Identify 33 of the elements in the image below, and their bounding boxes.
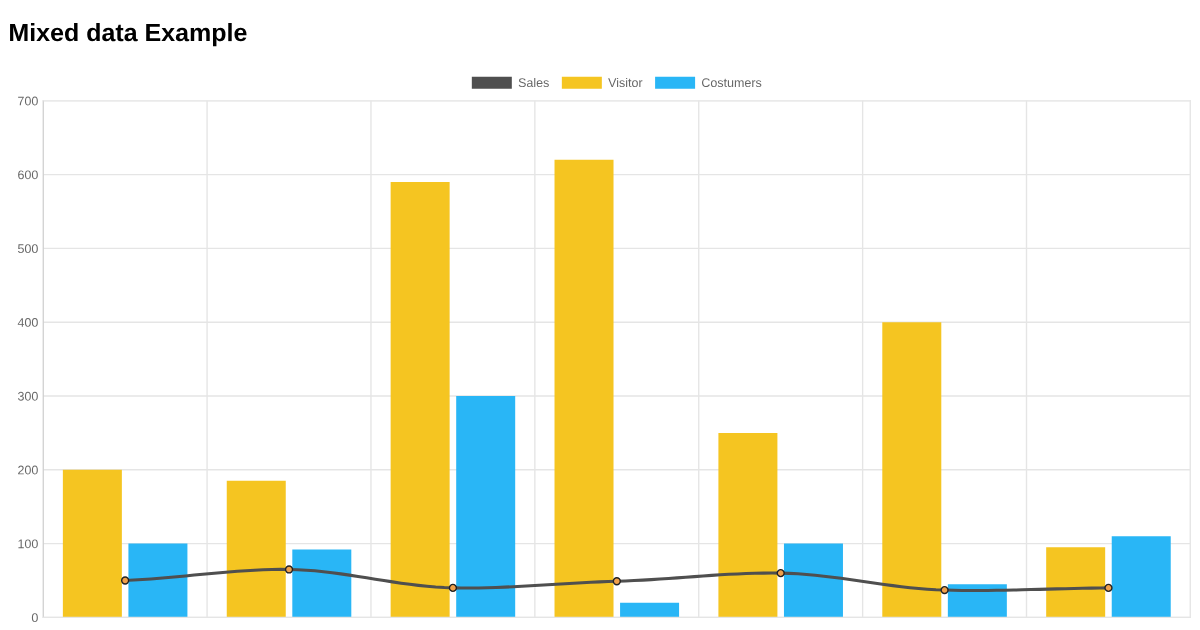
y-tick-label: 400 <box>17 318 38 327</box>
y-tick-label: 500 <box>17 244 38 254</box>
bar <box>292 549 352 618</box>
y-tick-label: 300 <box>17 391 38 401</box>
legend-label: Costumers <box>701 78 762 88</box>
point <box>448 583 458 593</box>
bar <box>882 322 942 618</box>
bar <box>554 159 614 618</box>
bar <box>390 181 450 618</box>
point <box>120 576 130 585</box>
legend-label: Sales <box>518 77 549 88</box>
bar <box>128 543 188 618</box>
legend-label: Visitor <box>608 77 643 88</box>
point <box>1104 583 1113 593</box>
y-tick-label: 0 <box>31 613 38 623</box>
bar <box>947 584 1007 618</box>
y-tick-label: 100 <box>18 539 38 549</box>
bar <box>456 396 516 618</box>
bar <box>62 469 122 618</box>
bar <box>718 432 778 618</box>
bar <box>226 480 286 618</box>
point <box>940 585 949 595</box>
chart-title: Mixed data Example <box>10 23 247 47</box>
point <box>776 568 785 578</box>
y-tick-label: 600 <box>18 170 38 180</box>
point <box>284 565 294 574</box>
bar <box>1046 547 1106 618</box>
y-tick-label: 200 <box>18 465 38 475</box>
bar <box>783 543 843 618</box>
y-tick-label: 700 <box>18 96 38 106</box>
point <box>612 577 621 586</box>
bar <box>620 602 680 618</box>
bar <box>1111 536 1171 618</box>
